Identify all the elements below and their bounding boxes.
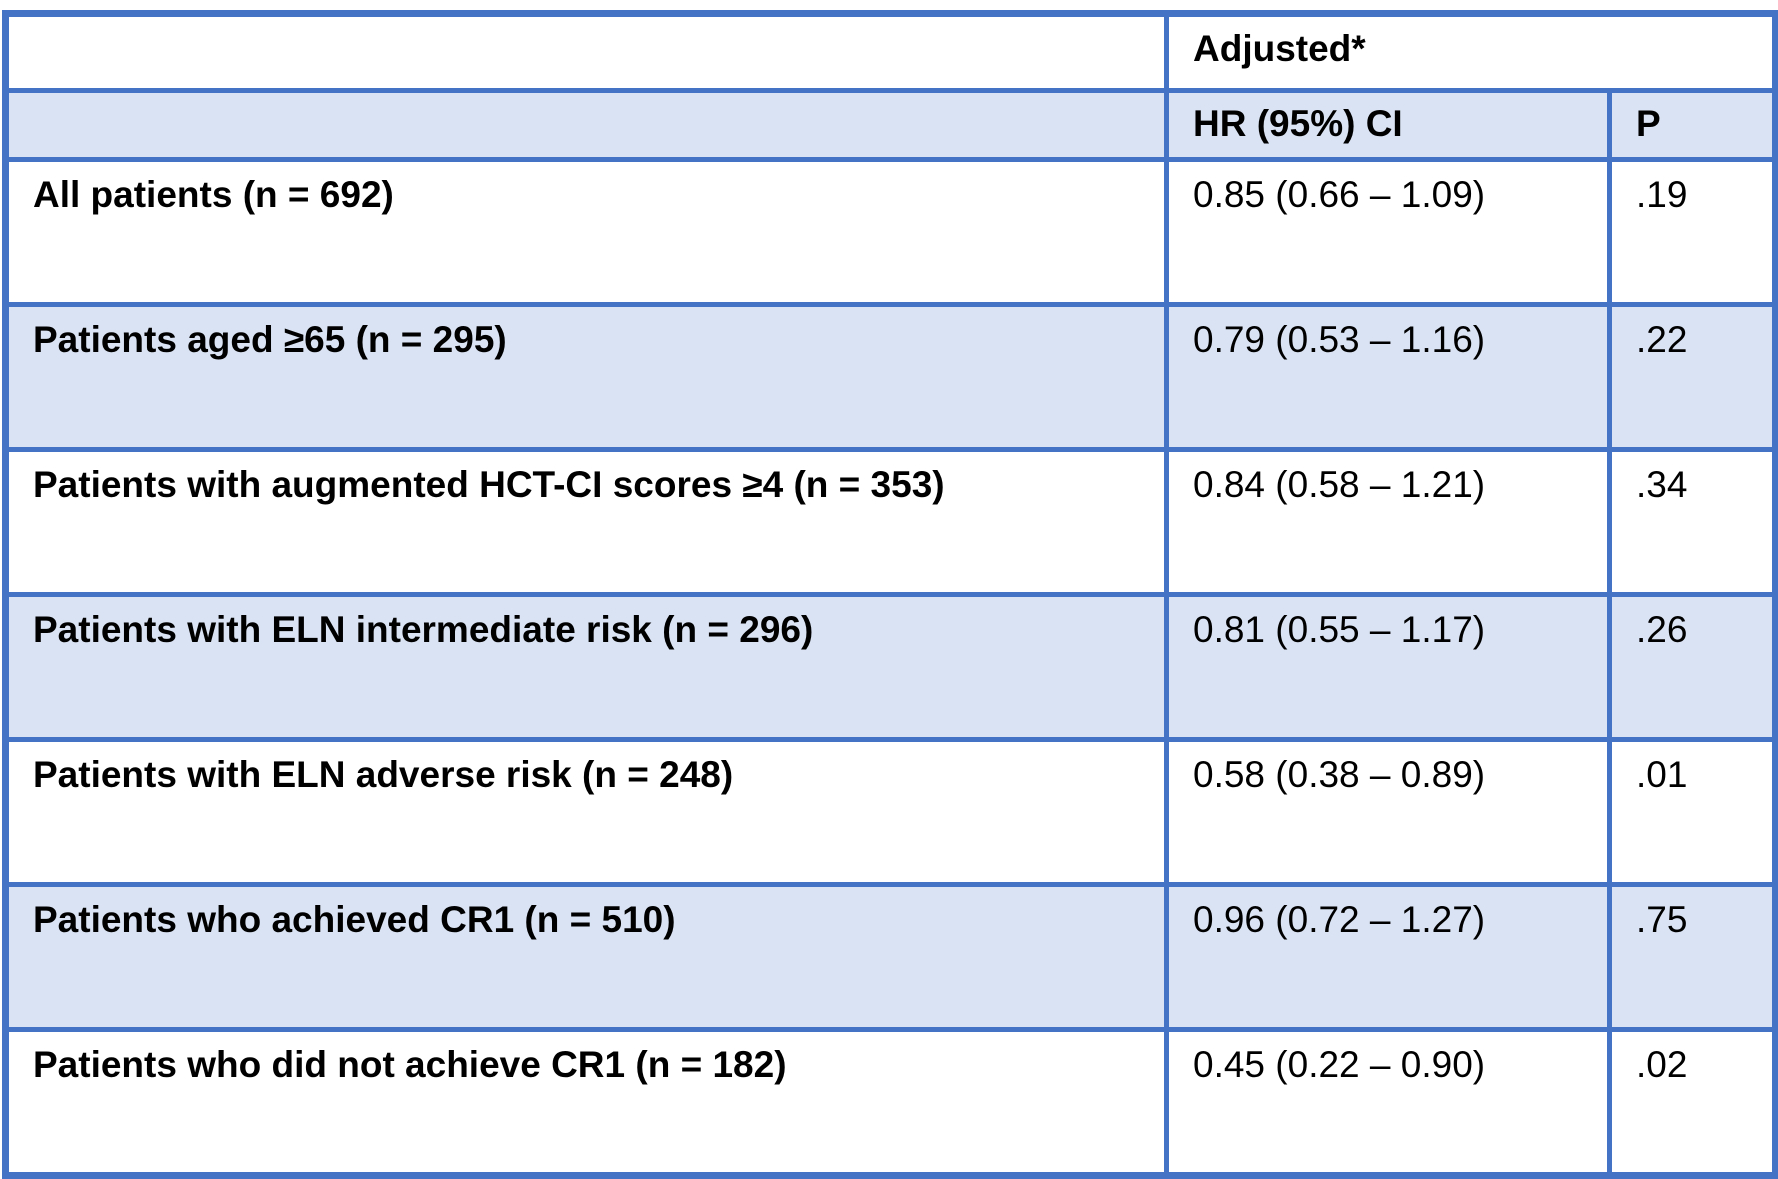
p-value-cell: .01 — [1607, 737, 1778, 887]
hr-value-cell: 0.58 (0.38 – 0.89) — [1164, 737, 1612, 887]
column-header-hr-ci: HR (95%) CI — [1164, 88, 1612, 162]
row-label-cell: Patients with ELN adverse risk (n = 248) — [3, 737, 1169, 887]
p-value-cell: .02 — [1607, 1027, 1778, 1178]
p-value-cell: .26 — [1607, 592, 1778, 742]
hr-value-cell: 0.96 (0.72 – 1.27) — [1164, 882, 1612, 1032]
hr-value-cell: 0.45 (0.22 – 0.90) — [1164, 1027, 1612, 1178]
row-label-cell: Patients who achieved CR1 (n = 510) — [3, 882, 1169, 1032]
table-row: Patients with ELN adverse risk (n = 248)… — [3, 737, 1778, 887]
table-row: Patients with augmented HCT-CI scores ≥4… — [3, 447, 1778, 597]
row-label-cell: Patients with augmented HCT-CI scores ≥4… — [3, 447, 1169, 597]
hr-value-cell: 0.84 (0.58 – 1.21) — [1164, 447, 1612, 597]
hr-value-cell: 0.79 (0.53 – 1.16) — [1164, 302, 1612, 452]
header-group-cell: Adjusted* — [1164, 11, 1778, 93]
table-row: Patients who achieved CR1 (n = 510) 0.96… — [3, 882, 1778, 1032]
header-row-columns: HR (95%) CI P — [3, 88, 1778, 162]
row-label-cell: Patients who did not achieve CR1 (n = 18… — [3, 1027, 1169, 1178]
p-value-cell: .22 — [1607, 302, 1778, 452]
subgroup-analysis-table-container: Adjusted* HR (95%) CI P All patients (n … — [2, 10, 1778, 1179]
row-label-cell: All patients (n = 692) — [3, 157, 1169, 307]
p-value-cell: .75 — [1607, 882, 1778, 1032]
row-label-cell: Patients aged ≥65 (n = 295) — [3, 302, 1169, 452]
header-row-adjusted: Adjusted* — [3, 11, 1778, 93]
subgroup-analysis-table: Adjusted* HR (95%) CI P All patients (n … — [2, 10, 1778, 1179]
table-row: Patients aged ≥65 (n = 295) 0.79 (0.53 –… — [3, 302, 1778, 452]
p-value-cell: .34 — [1607, 447, 1778, 597]
header-empty-cell — [3, 11, 1169, 93]
header-empty-cell-2 — [3, 88, 1169, 162]
p-value-cell: .19 — [1607, 157, 1778, 307]
hr-value-cell: 0.81 (0.55 – 1.17) — [1164, 592, 1612, 742]
hr-value-cell: 0.85 (0.66 – 1.09) — [1164, 157, 1612, 307]
table-row: Patients with ELN intermediate risk (n =… — [3, 592, 1778, 742]
table-row: Patients who did not achieve CR1 (n = 18… — [3, 1027, 1778, 1178]
row-label-cell: Patients with ELN intermediate risk (n =… — [3, 592, 1169, 742]
table-row: All patients (n = 692) 0.85 (0.66 – 1.09… — [3, 157, 1778, 307]
column-header-p: P — [1607, 88, 1778, 162]
